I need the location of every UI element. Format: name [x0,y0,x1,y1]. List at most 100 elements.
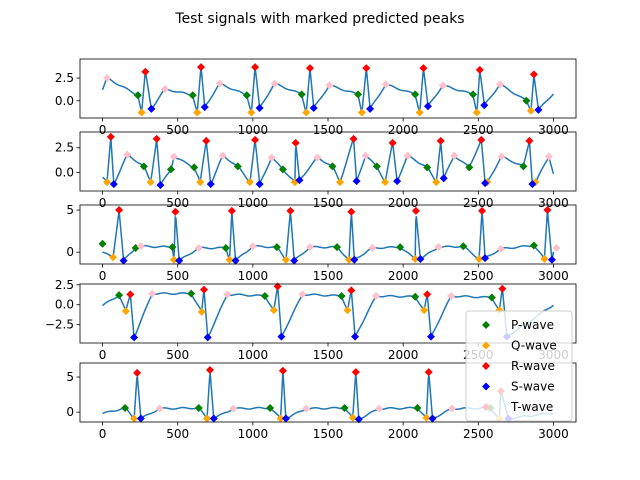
r-wave-marker [347,207,356,216]
x-tick-label: 1500 [313,427,344,441]
t-wave-marker [450,151,459,160]
r-wave-marker [498,284,507,293]
legend-label-s: S-wave [511,380,555,394]
s-wave-marker [209,414,218,423]
y-tick-label: 0.0 [55,94,74,108]
x-tick-label: 1500 [313,196,344,210]
s-wave-marker [281,414,290,423]
x-tick-label: 2000 [388,269,419,283]
q-wave-marker [225,255,234,264]
s-wave-marker [290,256,299,265]
s-wave-marker [354,415,363,424]
q-wave-marker [203,414,212,423]
p-wave-marker [194,403,203,412]
q-wave-marker [269,306,278,315]
q-wave-marker [109,253,118,262]
p-wave-marker [529,241,538,250]
x-tick-label: 500 [166,427,189,441]
p-wave-marker [328,162,337,171]
t-wave-marker [302,404,311,413]
p-wave-marker [411,90,420,99]
p-wave-marker [411,292,420,301]
t-wave-marker [496,244,505,253]
q-wave-marker [146,178,155,187]
y-tick-label: 2.5 [55,71,74,85]
r-wave-marker [141,67,150,76]
r-wave-marker [133,368,142,377]
s-wave-marker [428,414,437,423]
p-wave-marker [372,162,381,171]
t-wave-marker [381,80,390,89]
t-wave-marker [148,289,157,298]
p-wave-marker [354,90,363,99]
y-tick-label: 5 [66,203,74,217]
y-tick-label: 2.5 [55,278,74,292]
s-wave-marker [255,104,264,113]
p-wave-marker [519,162,528,171]
t-wave-marker [438,81,447,90]
x-tick-label: 1000 [238,348,269,362]
x-tick-label: 3000 [538,269,569,283]
p-wave-marker [487,293,496,302]
x-tick-label: 1000 [238,269,269,283]
r-wave-marker [202,136,211,145]
p-wave-marker [242,91,251,100]
p-wave-marker [233,162,242,171]
p-wave-marker [121,403,130,412]
q-wave-marker [420,306,429,315]
q-wave-marker [381,178,390,187]
p-wave-marker [469,90,478,99]
x-tick-label: 2500 [463,427,494,441]
s-wave-marker [255,180,264,189]
y-tick-label: 0.0 [55,165,74,179]
t-wave-marker [448,404,456,413]
legend-label-p: P-wave [511,318,554,332]
q-wave-marker [276,414,285,423]
signal-line [102,286,554,341]
q-wave-marker [197,307,206,316]
chart-title: Test signals with marked predicted peaks [174,11,464,27]
x-tick-label: 3000 [538,196,569,210]
s-wave-marker [136,414,145,423]
p-wave-marker [340,403,349,412]
p-wave-marker [396,243,405,252]
s-wave-marker [534,105,543,114]
p-wave-marker [278,165,287,174]
subplot-1: 0 500 1000 1500 2000 2500 3000 0.0 2.5 [55,58,577,137]
legend: P-wave Q-wave R-wave S-wave T-wave [465,310,573,422]
r-wave-marker [305,64,314,73]
q-wave-marker [193,108,202,117]
t-wave-marker [496,80,505,89]
legend-label-r: R-wave [511,359,555,373]
s-wave-marker [295,176,304,185]
y-tick-label: 5 [66,370,74,384]
p-wave-marker [115,291,124,300]
s-wave-marker [352,177,361,186]
y-tick-label: 2.5 [55,141,74,155]
t-wave-marker [368,243,377,252]
p-wave-marker [168,243,177,252]
q-wave-marker [526,106,535,115]
q-wave-marker [343,306,352,315]
r-wave-marker [351,368,360,377]
q-wave-legend-marker [482,341,490,350]
p-wave-marker [266,403,275,412]
q-wave-marker [169,255,178,264]
t-wave-marker [447,291,456,300]
s-wave-marker [481,254,490,263]
r-wave-marker [152,134,161,143]
r-wave-marker [286,206,295,215]
x-tick-label: 1500 [313,348,344,362]
p-wave-marker [333,243,342,252]
r-wave-legend-marker [482,362,490,370]
q-wave-marker [411,254,420,263]
s-wave-marker [366,104,375,113]
s-wave-marker [277,332,286,341]
signal-line [102,210,555,263]
q-wave-marker [415,108,424,117]
x-tick-label: 2000 [388,427,419,441]
x-tick-label: 500 [166,269,189,283]
t-wave-marker [229,404,238,413]
x-tick-label: 0 [99,269,107,283]
s-wave-marker [175,256,184,265]
